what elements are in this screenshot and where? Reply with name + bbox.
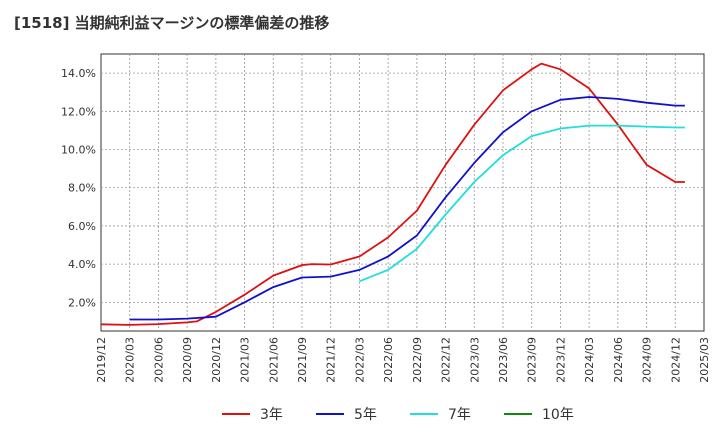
x-tick-label: 2021/06	[267, 337, 280, 383]
y-tick-label: 6.0%	[68, 220, 96, 233]
x-tick-label: 2022/12	[440, 337, 453, 383]
x-tick-label: 2023/12	[554, 337, 567, 383]
y-tick-label: 4.0%	[68, 258, 96, 271]
x-tick-label: 2020/03	[124, 337, 137, 383]
x-tick-label: 2025/03	[698, 337, 711, 383]
plot-area	[100, 53, 705, 332]
y-tick-label: 14.0%	[61, 67, 96, 80]
x-tick-label: 2022/03	[353, 337, 366, 383]
legend-label: 5年	[354, 407, 377, 423]
x-tick-label: 2021/12	[325, 337, 338, 383]
legend-label: 3年	[260, 407, 283, 423]
x-tick-label: 2021/09	[296, 337, 309, 383]
legend: 3年 5年 7年 10年	[222, 407, 574, 423]
x-tick-label: 2021/03	[239, 337, 252, 383]
x-tick-label: 2020/09	[181, 337, 194, 383]
chart-title: [1518] 当期純利益マージンの標準偏差の推移	[14, 14, 330, 32]
x-tick-label: 2022/09	[411, 337, 424, 383]
x-tick-label: 2020/12	[210, 337, 223, 383]
x-tick-label: 2024/09	[641, 337, 654, 383]
y-tick-label: 2.0%	[68, 296, 96, 309]
y-tick-label: 10.0%	[61, 144, 96, 157]
x-tick-label: 2023/03	[468, 337, 481, 383]
x-tick-label: 2023/06	[497, 337, 510, 383]
legend-label: 7年	[448, 407, 471, 423]
y-tick-label: 12.0%	[61, 105, 96, 118]
x-tick-label: 2024/06	[612, 337, 625, 383]
series-line-5年	[129, 96, 685, 321]
y-tick-label: 8.0%	[68, 182, 96, 195]
series-line-3年	[100, 62, 685, 326]
x-tick-label: 2020/06	[152, 337, 165, 383]
x-tick-label: 2019/12	[95, 337, 108, 383]
series-line-7年	[359, 124, 685, 283]
x-tick-label: 2022/06	[382, 337, 395, 383]
x-tick-label: 2023/09	[526, 337, 539, 383]
x-tick-label: 2024/03	[583, 337, 596, 383]
x-tick-label: 2024/12	[669, 337, 682, 383]
legend-label: 10年	[542, 407, 574, 423]
